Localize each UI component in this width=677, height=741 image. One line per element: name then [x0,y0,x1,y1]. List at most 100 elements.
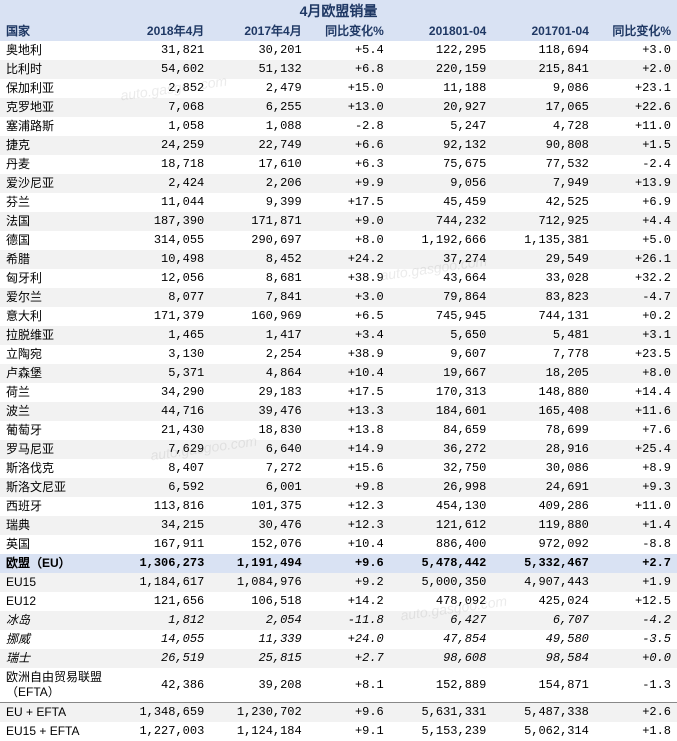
row-val-2017-04: 152,076 [210,535,307,554]
row-pct-ytd: +0.2 [595,307,677,326]
table-row: 卢森堡5,3714,864+10.419,66718,205+8.0 [0,364,677,383]
row-country: 保加利亚 [0,79,113,98]
row-val-2017-04: 6,640 [210,440,307,459]
row-val-2017-04: 2,206 [210,174,307,193]
column-header: 2018年4月 [113,22,210,41]
row-pct-month: +12.3 [308,516,390,535]
row-val-2017-04: 2,479 [210,79,307,98]
row-val-2017-ytd: 712,925 [492,212,595,231]
row-val-2017-04: 7,841 [210,288,307,307]
row-val-2017-ytd: 154,871 [492,668,595,703]
table-row: 克罗地亚7,0686,255+13.020,92717,065+22.6 [0,98,677,117]
row-val-2018-04: 10,498 [113,250,210,269]
row-pct-month: +3.0 [308,288,390,307]
column-header: 同比变化% [595,22,677,41]
row-val-2017-04: 7,272 [210,459,307,478]
row-pct-month: +3.4 [308,326,390,345]
row-val-2017-ytd: 148,880 [492,383,595,402]
row-val-2017-04: 1,124,184 [210,722,307,741]
row-val-2018-04: 2,852 [113,79,210,98]
row-pct-ytd: +1.9 [595,573,677,592]
row-country: 斯洛文尼亚 [0,478,113,497]
row-country: 葡萄牙 [0,421,113,440]
row-val-2018-04: 7,629 [113,440,210,459]
row-val-2017-ytd: 90,808 [492,136,595,155]
row-pct-month: +38.9 [308,345,390,364]
row-val-2017-04: 2,254 [210,345,307,364]
row-val-2018-04: 24,259 [113,136,210,155]
row-val-2018-ytd: 5,478,442 [390,554,493,573]
row-pct-month: +9.1 [308,722,390,741]
row-val-2018-04: 34,215 [113,516,210,535]
row-country: EU12 [0,592,113,611]
row-country: 爱沙尼亚 [0,174,113,193]
row-country: 瑞典 [0,516,113,535]
table-row: 拉脱维亚1,4651,417+3.45,6505,481+3.1 [0,326,677,345]
row-val-2018-04: 1,812 [113,611,210,630]
row-val-2018-ytd: 98,608 [390,649,493,668]
row-val-2018-04: 1,465 [113,326,210,345]
row-country: 挪威 [0,630,113,649]
row-country: 芬兰 [0,193,113,212]
table-title: 4月欧盟销量 [0,0,677,22]
row-country: 爱尔兰 [0,288,113,307]
row-country: 冰岛 [0,611,113,630]
table-row: 瑞士26,51925,815+2.798,60898,584+0.0 [0,649,677,668]
row-pct-month: +17.5 [308,383,390,402]
row-val-2017-04: 8,452 [210,250,307,269]
row-val-2017-ytd: 1,135,381 [492,231,595,250]
row-pct-month: +13.0 [308,98,390,117]
row-country: 西班牙 [0,497,113,516]
row-pct-month: +9.6 [308,554,390,573]
row-country: 奥地利 [0,41,113,60]
row-val-2018-04: 8,077 [113,288,210,307]
row-country: 捷克 [0,136,113,155]
row-pct-ytd: +13.9 [595,174,677,193]
row-val-2017-ytd: 28,916 [492,440,595,459]
row-pct-ytd: +32.2 [595,269,677,288]
row-country: 罗马尼亚 [0,440,113,459]
row-val-2017-ytd: 4,907,443 [492,573,595,592]
row-pct-ytd: +25.4 [595,440,677,459]
table-row: EU + EFTA1,348,6591,230,702+9.65,631,331… [0,703,677,723]
row-val-2017-04: 101,375 [210,497,307,516]
row-val-2017-ytd: 83,823 [492,288,595,307]
row-pct-month: +13.8 [308,421,390,440]
row-val-2017-04: 4,864 [210,364,307,383]
row-val-2018-04: 26,519 [113,649,210,668]
row-pct-ytd: +22.6 [595,98,677,117]
row-val-2017-ytd: 24,691 [492,478,595,497]
row-pct-month: +9.6 [308,703,390,723]
row-val-2018-ytd: 220,159 [390,60,493,79]
row-pct-ytd: +1.8 [595,722,677,741]
row-val-2018-04: 54,602 [113,60,210,79]
row-val-2017-ytd: 29,549 [492,250,595,269]
table-row: 葡萄牙21,43018,830+13.884,65978,699+7.6 [0,421,677,440]
row-pct-ytd: +11.0 [595,117,677,136]
table-row: 爱尔兰8,0777,841+3.079,86483,823-4.7 [0,288,677,307]
row-val-2017-04: 39,208 [210,668,307,703]
table-row: 冰岛1,8122,054-11.86,4276,707-4.2 [0,611,677,630]
row-val-2018-ytd: 9,056 [390,174,493,193]
row-pct-ytd: -8.8 [595,535,677,554]
row-val-2018-04: 187,390 [113,212,210,231]
table-row: 欧洲自由贸易联盟（EFTA）42,38639,208+8.1152,889154… [0,668,677,703]
row-pct-ytd: +8.9 [595,459,677,478]
table-row: 瑞典34,21530,476+12.3121,612119,880+1.4 [0,516,677,535]
row-val-2017-ytd: 7,778 [492,345,595,364]
row-pct-ytd: +4.4 [595,212,677,231]
row-val-2018-ytd: 43,664 [390,269,493,288]
row-val-2018-ytd: 20,927 [390,98,493,117]
row-country: 意大利 [0,307,113,326]
row-val-2018-ytd: 19,667 [390,364,493,383]
row-val-2017-ytd: 5,332,467 [492,554,595,573]
row-val-2018-ytd: 5,000,350 [390,573,493,592]
row-val-2017-ytd: 42,525 [492,193,595,212]
row-pct-month: +6.8 [308,60,390,79]
row-country: 丹麦 [0,155,113,174]
row-val-2017-04: 1,191,494 [210,554,307,573]
row-val-2018-04: 31,821 [113,41,210,60]
row-country: 英国 [0,535,113,554]
row-val-2018-ytd: 5,153,239 [390,722,493,741]
row-val-2017-04: 39,476 [210,402,307,421]
